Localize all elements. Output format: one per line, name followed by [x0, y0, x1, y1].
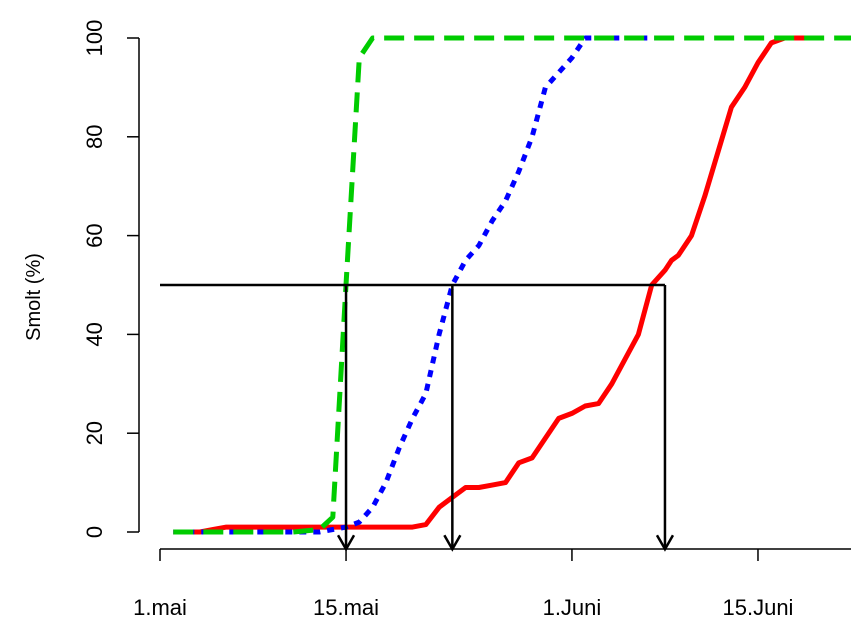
y-tick-label: 80 — [82, 125, 107, 149]
y-tick-label: 20 — [82, 421, 107, 445]
arrow-0 — [336, 285, 356, 552]
series-layer — [173, 35, 851, 535]
y-tick-label: 100 — [82, 20, 107, 57]
y-tick-label: 60 — [82, 223, 107, 247]
arrow-1 — [443, 285, 462, 552]
arrow-2 — [655, 285, 675, 552]
x-tick-label: 15.mai — [313, 595, 379, 620]
x-tick-label: 15.Juni — [723, 595, 794, 620]
annotation-layer — [160, 283, 675, 552]
axes-layer: 1.mai 15.mai 1.Juni 15.Juni 0 20 40 60 80 100 — [82, 20, 851, 620]
y-tick-label: 0 — [82, 526, 107, 538]
x-tick-label: 1.mai — [133, 595, 187, 620]
y-axis-title: Smolt (%) — [23, 253, 45, 341]
x-tick-label: 1.Juni — [543, 595, 602, 620]
y-tick-label: 40 — [82, 322, 107, 346]
series-line-0 — [173, 35, 812, 535]
series-line-2 — [173, 35, 851, 535]
